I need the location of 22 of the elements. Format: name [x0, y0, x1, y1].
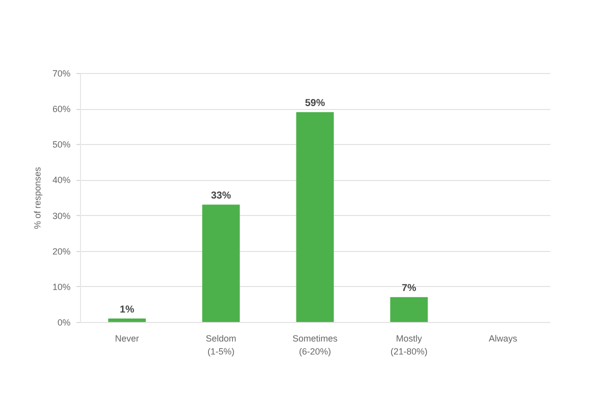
y-axis-title: % of responses: [32, 166, 42, 230]
y-tick-label: 30%: [52, 210, 70, 221]
y-tick-label: 70%: [52, 68, 70, 78]
data-label: 59%: [304, 98, 326, 110]
bar: [296, 112, 334, 322]
y-tick-label: 50%: [52, 140, 70, 150]
x-tick-label: Always: [488, 334, 518, 344]
bar: [108, 318, 146, 322]
x-tick-label: Seldom (1-5%): [206, 334, 236, 356]
data-label: 33%: [210, 190, 232, 202]
y-tick-label: 60%: [52, 104, 70, 114]
y-tick-label: 20%: [52, 246, 70, 256]
y-tick-label: 0%: [57, 318, 70, 328]
data-label: 7%: [402, 283, 416, 294]
bar: [202, 204, 240, 322]
x-tick-label: Sometimes (6-20%): [292, 334, 338, 356]
data-label: 1%: [120, 304, 134, 316]
x-tick-label: Mostly (21-80%): [390, 334, 428, 356]
bar: [390, 297, 428, 322]
y-tick-label: 40%: [52, 175, 70, 186]
y-tick-label: 10%: [52, 282, 70, 292]
x-tick-label: Never: [114, 334, 140, 344]
